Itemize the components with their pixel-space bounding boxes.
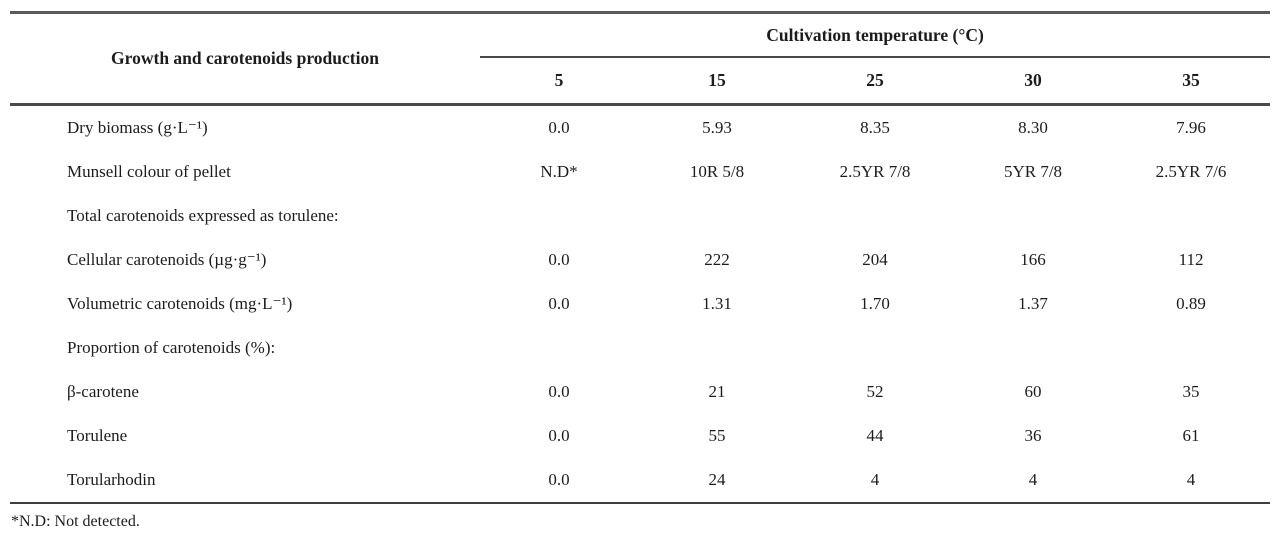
temp-col-header: 5 xyxy=(480,57,638,106)
cell-value xyxy=(480,194,638,238)
table-section-row: Proportion of carotenoids (%): xyxy=(10,326,1270,370)
temp-col-header: 15 xyxy=(638,57,796,106)
cell-value: 21 xyxy=(708,382,726,401)
cell-value: 4 xyxy=(1028,470,1038,489)
cell-value: 0.0 xyxy=(548,118,570,137)
cell-value: 0.89 xyxy=(1176,294,1206,313)
table-row: Torulene 0.0 55 44 36 61 xyxy=(10,414,1270,458)
carotenoids-table: Growth and carotenoids production Cultiv… xyxy=(10,11,1271,504)
cell-value: 4 xyxy=(870,470,880,489)
section-label: Total carotenoids expressed as torulene: xyxy=(67,206,339,225)
table-row: Torularhodin 0.0 24 4 4 4 xyxy=(10,458,1270,503)
cell-value: 10R 5/8 xyxy=(689,162,745,181)
cell-value: 0.0 xyxy=(548,382,570,401)
cell-value: 24 xyxy=(708,470,726,489)
temp-col-header: 35 xyxy=(1112,57,1271,106)
cell-value: 44 xyxy=(866,426,884,445)
table-footnote: *N.D: Not detected. xyxy=(11,513,140,530)
cell-value xyxy=(954,326,1112,370)
cell-value: 7.96 xyxy=(1176,118,1206,137)
temp-col-header: 30 xyxy=(954,57,1112,106)
table-section-row: Total carotenoids expressed as torulene: xyxy=(10,194,1270,238)
cell-value: 1.31 xyxy=(702,294,732,313)
temp-col-header: 25 xyxy=(796,57,954,106)
cell-value: 4 xyxy=(1186,470,1196,489)
cell-value xyxy=(638,194,796,238)
cell-value: 204 xyxy=(862,250,888,269)
header-row-group: Growth and carotenoids production Cultiv… xyxy=(10,12,1271,106)
row-label: β-carotene xyxy=(67,382,139,401)
table-row: Cellular carotenoids (µg·g⁻¹) 0.0 222 20… xyxy=(10,238,1270,282)
cell-value: 5.93 xyxy=(702,118,732,137)
cell-value: 52 xyxy=(866,382,884,401)
cell-value: 222 xyxy=(704,250,730,269)
row-label: Torularhodin xyxy=(67,470,156,489)
table-row: Munsell colour of pellet N.D* 10R 5/8 2.… xyxy=(10,150,1270,194)
paper-table: Growth and carotenoids production Cultiv… xyxy=(10,11,1271,531)
cell-value: 1.37 xyxy=(1018,294,1048,313)
cell-value: 1.70 xyxy=(860,294,890,313)
table-row: Volumetric carotenoids (mg·L⁻¹) 0.0 1.31… xyxy=(10,282,1270,326)
cell-value: 60 xyxy=(1024,382,1042,401)
cell-value: 166 xyxy=(1020,250,1046,269)
cell-value: 35 xyxy=(1182,382,1200,401)
table-row: Dry biomass (g·L⁻¹) 0.0 5.93 8.35 8.30 7… xyxy=(10,105,1270,151)
cell-value: 36 xyxy=(1024,426,1042,445)
row-label: Dry biomass (g·L⁻¹) xyxy=(67,118,208,137)
cell-value: 5YR 7/8 xyxy=(1003,162,1063,181)
row-label: Cellular carotenoids (µg·g⁻¹) xyxy=(67,250,267,269)
cell-value: N.D* xyxy=(540,162,578,181)
cell-value: 0.0 xyxy=(548,250,570,269)
cell-value: 0.0 xyxy=(548,294,570,313)
cell-value: 0.0 xyxy=(548,426,570,445)
column-group-title: Cultivation temperature (°C) xyxy=(480,12,1271,58)
cell-value xyxy=(796,326,954,370)
cell-value: 2.5YR 7/6 xyxy=(1155,162,1227,181)
cell-value xyxy=(1112,194,1270,238)
cell-value: 2.5YR 7/8 xyxy=(839,162,911,181)
cell-value: 8.30 xyxy=(1018,118,1048,137)
cell-value xyxy=(1112,326,1270,370)
section-label: Proportion of carotenoids (%): xyxy=(67,338,276,357)
cell-value: 0.0 xyxy=(548,470,570,489)
table-row: β-carotene 0.0 21 52 60 35 xyxy=(10,370,1270,414)
row-label: Munsell colour of pellet xyxy=(67,162,231,181)
cell-value: 61 xyxy=(1182,426,1200,445)
cell-value xyxy=(954,194,1112,238)
cell-value xyxy=(796,194,954,238)
row-header-title: Growth and carotenoids production xyxy=(10,12,480,106)
cell-value xyxy=(480,326,638,370)
cell-value: 55 xyxy=(708,426,726,445)
cell-value xyxy=(638,326,796,370)
row-label: Volumetric carotenoids (mg·L⁻¹) xyxy=(67,294,293,313)
header-row-temps: 5 15 25 30 35 xyxy=(10,57,1271,106)
cell-value: 112 xyxy=(1178,250,1204,269)
row-label: Torulene xyxy=(67,426,128,445)
cell-value: 8.35 xyxy=(860,118,890,137)
